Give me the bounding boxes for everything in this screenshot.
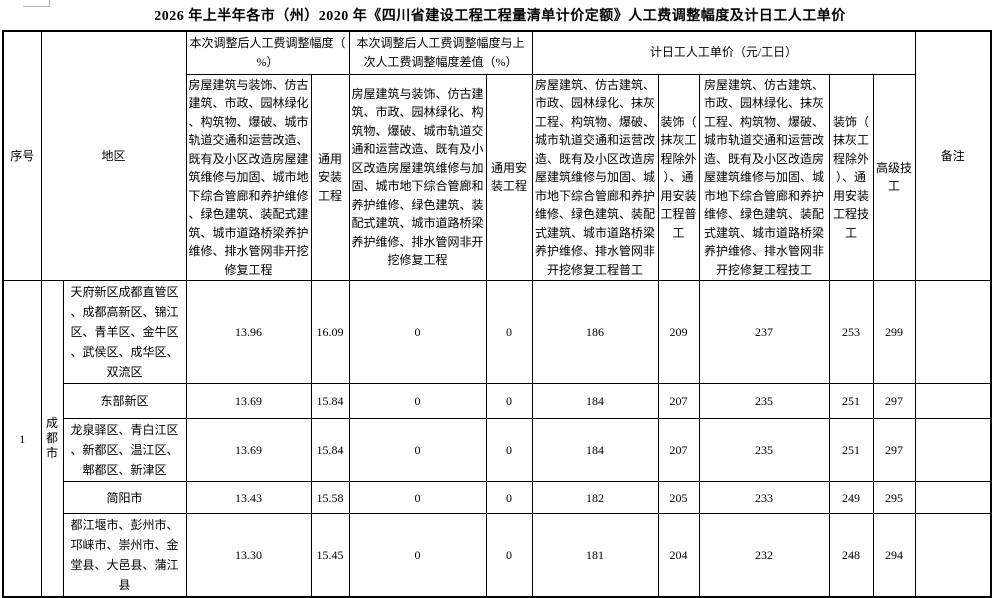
- cell-daily-decoration-laborer: 204: [657, 513, 700, 598]
- cell-city: 成都市: [40, 280, 64, 598]
- header-daily-group: 计日工人工单价（元/工日）: [531, 30, 916, 75]
- table-row: 东部新区 13.69 15.84 0 0 184 207 235 251 297: [3, 383, 992, 419]
- header-daily-senior-skilled: 高级技工: [872, 73, 916, 281]
- header-daily-decoration-skilled: 装饰（抹灰工程除外）、通用安装工程技工: [828, 73, 874, 281]
- header-seq: 序号: [2, 30, 42, 281]
- cell-district: 都江堰市、彭州市、邛崃市、崇州市、金堂县、大邑县、蒲江县: [62, 513, 187, 598]
- cell-adjust-construction: 13.96: [185, 280, 312, 384]
- cell-adjust-install: 15.84: [310, 383, 350, 419]
- header-daily-construction-laborer: 房屋建筑、仿古建筑、市政、园林绿化、抹灰工程、构筑物、爆破、城市轨道交通和运营改…: [531, 73, 659, 281]
- header-diff-group: 本次调整后人工费调整幅度与上次人工费调整幅度差值（%）: [348, 30, 533, 75]
- cell-daily-decoration-laborer: 205: [657, 481, 700, 514]
- cell-daily-construction-skilled: 232: [698, 513, 830, 598]
- cell-daily-decoration-skilled: 249: [828, 481, 874, 514]
- cell-daily-decoration-laborer: 207: [657, 418, 700, 482]
- cell-daily-construction-laborer: 181: [531, 513, 659, 598]
- cell-adjust-construction: 13.43: [185, 481, 312, 514]
- cell-diff-construction: 0: [348, 383, 487, 419]
- header-adjust-construction: 房屋建筑与装饰、仿古建筑、市政、园林绿化、构筑物、爆破、城市轨道交通和运营改造、…: [185, 73, 312, 281]
- cell-remark: [914, 418, 992, 482]
- cell-daily-construction-laborer: 184: [531, 418, 659, 482]
- table-row: 简阳市 13.43 15.58 0 0 182 205 233 249 295: [3, 481, 992, 514]
- cell-diff-construction: 0: [348, 481, 487, 514]
- cell-district: 天府新区成都直管区、成都高新区、锦江区、青羊区、金牛区、武侯区、成华区、双流区: [62, 280, 187, 384]
- cell-adjust-construction: 13.69: [185, 418, 312, 482]
- cell-daily-decoration-skilled: 253: [828, 280, 874, 384]
- cell-diff-install: 0: [485, 418, 533, 482]
- cell-daily-construction-skilled: 233: [698, 481, 830, 514]
- cell-daily-senior-skilled: 297: [872, 418, 916, 482]
- cell-adjust-install: 15.58: [310, 481, 350, 514]
- header-region: 地区: [40, 30, 187, 281]
- cell-diff-install: 0: [485, 383, 533, 419]
- cell-adjust-install: 15.84: [310, 418, 350, 482]
- cell-district: 东部新区: [62, 383, 187, 419]
- cell-district: 简阳市: [62, 481, 187, 514]
- cell-daily-senior-skilled: 297: [872, 383, 916, 419]
- cell-remark: [914, 481, 992, 514]
- labor-price-table: 序号 地区 本次调整后人工费调整幅度（%） 本次调整后人工费调整幅度与上次人工费…: [2, 30, 993, 598]
- cell-remark: [914, 513, 992, 598]
- cell-remark: [914, 280, 992, 384]
- header-diff-construction: 房屋建筑与装饰、仿古建筑、市政、园林绿化、构筑物、爆破、城市轨道交通和运营改造、…: [348, 73, 487, 281]
- cell-daily-construction-laborer: 184: [531, 383, 659, 419]
- cell-diff-construction: 0: [348, 280, 487, 384]
- cell-diff-install: 0: [485, 481, 533, 514]
- cell-daily-senior-skilled: 295: [872, 481, 916, 514]
- cell-seq: 1: [2, 280, 42, 598]
- header-adjust-install: 通用安装工程: [310, 73, 350, 281]
- cell-adjust-install: 15.45: [310, 513, 350, 598]
- cell-daily-senior-skilled: 294: [872, 513, 916, 598]
- document-title: 2026 年上半年各市（州）2020 年《四川省建设工程工程量清单计价定额》人工…: [154, 9, 846, 24]
- table-row: 都江堰市、彭州市、邛崃市、崇州市、金堂县、大邑县、蒲江县 13.30 15.45…: [3, 513, 992, 598]
- header-group-row: 序号 地区 本次调整后人工费调整幅度（%） 本次调整后人工费调整幅度与上次人工费…: [2, 30, 992, 281]
- page-margin-artifact: [23, 0, 50, 7]
- header-remark: 备注: [914, 30, 992, 281]
- cell-daily-decoration-laborer: 209: [657, 280, 700, 384]
- table-row: 1 成都市 天府新区成都直管区、成都高新区、锦江区、青羊区、金牛区、武侯区、成华…: [2, 280, 992, 598]
- header-diff-install: 通用安装工程: [485, 73, 533, 281]
- cell-adjust-install: 16.09: [310, 280, 350, 384]
- cell-remark: [914, 383, 992, 419]
- header-sub-row: 房屋建筑与装饰、仿古建筑、市政、园林绿化、构筑物、爆破、城市轨道交通和运营改造、…: [3, 73, 991, 281]
- cell-daily-decoration-laborer: 207: [657, 383, 700, 419]
- cell-daily-construction-laborer: 186: [531, 280, 659, 384]
- cell-adjust-construction: 13.30: [185, 513, 312, 598]
- cell-daily-decoration-skilled: 251: [828, 418, 874, 482]
- header-daily-decoration-laborer: 装饰（抹灰工程除外）、通用安装工程普工: [657, 73, 700, 281]
- cell-daily-senior-skilled: 299: [872, 280, 916, 384]
- cell-diff-install: 0: [485, 513, 533, 598]
- cell-daily-construction-skilled: 235: [698, 418, 830, 482]
- cell-diff-construction: 0: [348, 513, 487, 598]
- cell-daily-decoration-skilled: 248: [828, 513, 874, 598]
- cell-daily-construction-skilled: 237: [698, 280, 830, 384]
- cell-diff-install: 0: [485, 280, 533, 384]
- cell-diff-construction: 0: [348, 418, 487, 482]
- header-daily-construction-skilled: 房屋建筑、仿古建筑、市政、园林绿化、抹灰工程、构筑物、爆破、城市轨道交通和运营改…: [698, 73, 830, 281]
- header-adjust-group: 本次调整后人工费调整幅度（%）: [185, 30, 350, 75]
- table-row: 龙泉驿区、青白江区、新都区、温江区、郫都区、新津区 13.69 15.84 0 …: [3, 418, 992, 482]
- cell-daily-decoration-skilled: 251: [828, 383, 874, 419]
- cell-daily-construction-skilled: 235: [698, 383, 830, 419]
- cell-district: 龙泉驿区、青白江区、新都区、温江区、郫都区、新津区: [62, 418, 187, 482]
- cell-daily-construction-laborer: 182: [531, 481, 659, 514]
- cell-adjust-construction: 13.69: [185, 383, 312, 419]
